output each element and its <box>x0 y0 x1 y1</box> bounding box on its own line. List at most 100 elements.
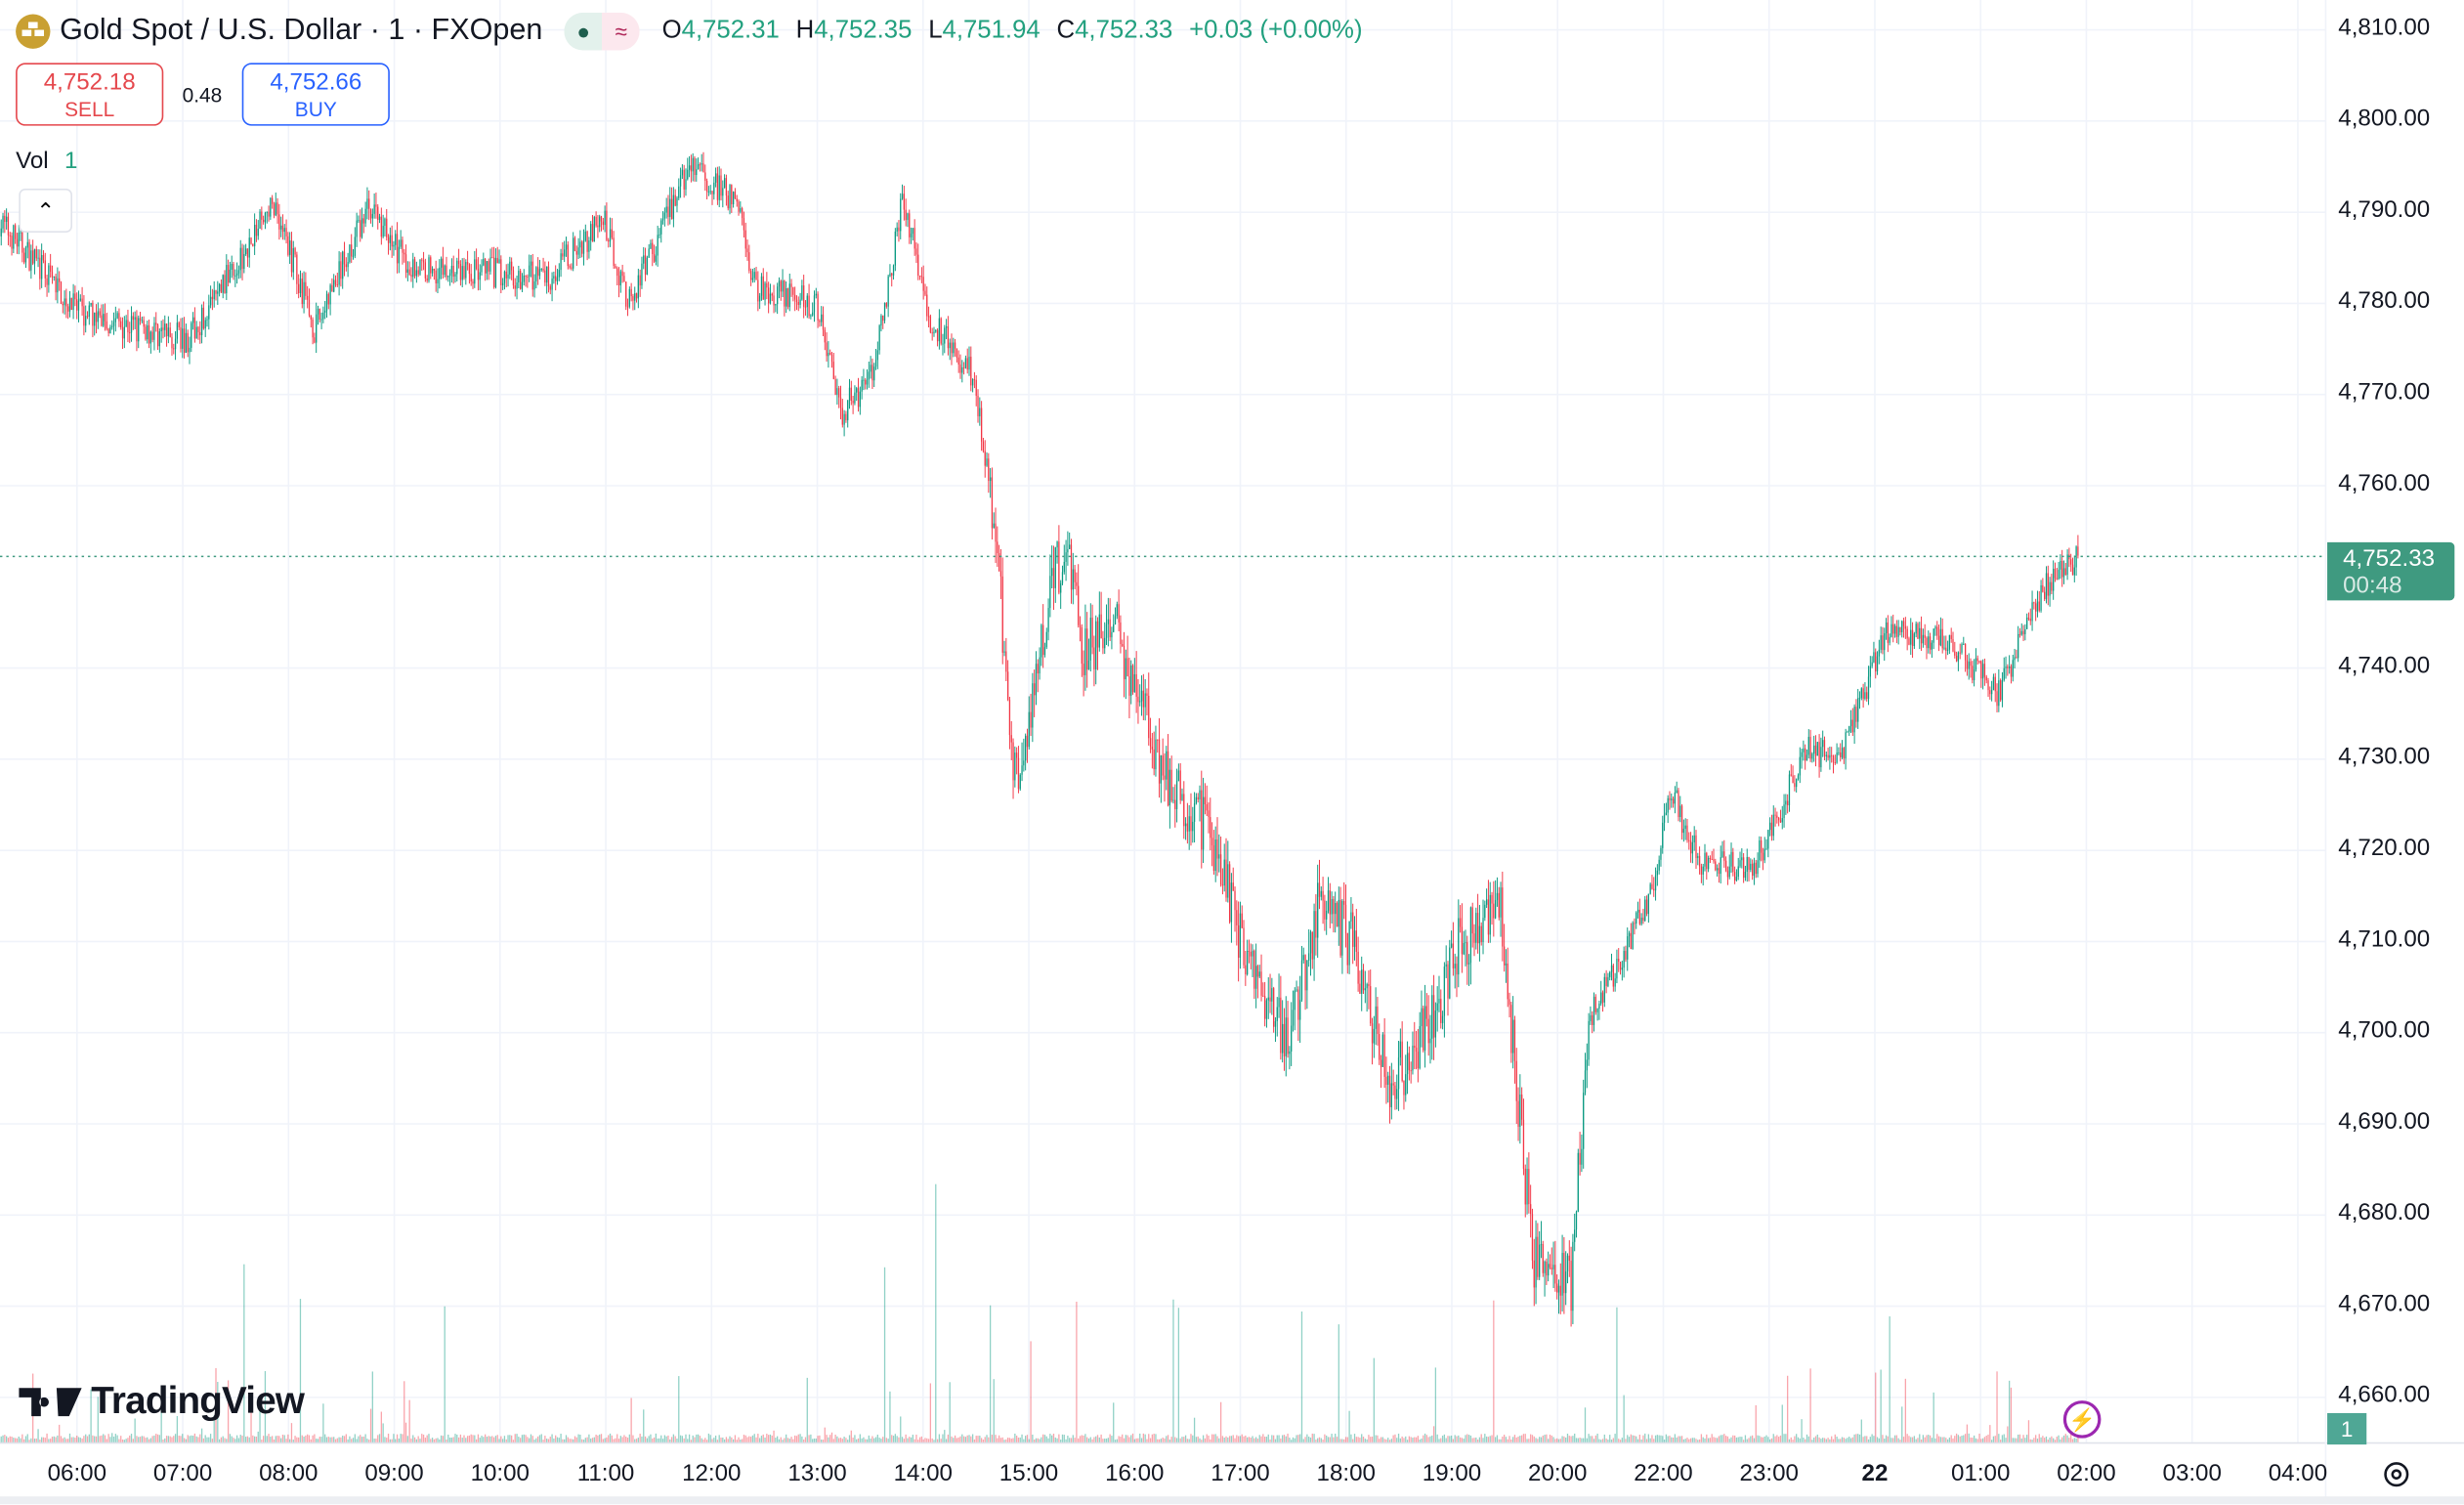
volume-bar <box>949 1382 951 1443</box>
volume-bar <box>1473 1438 1475 1443</box>
lightning-icon[interactable]: ⚡ <box>2062 1400 2102 1439</box>
candle-body <box>1765 848 1767 850</box>
sell-button[interactable]: 4,752.18 SELL <box>16 63 164 126</box>
volume-bar <box>280 1438 282 1443</box>
candle <box>1025 733 1027 771</box>
candle-body <box>1104 637 1106 649</box>
volume-bar <box>1829 1439 1831 1443</box>
candle-body <box>738 201 740 212</box>
candle-body <box>1285 1017 1287 1056</box>
candle <box>804 300 807 316</box>
candle <box>351 234 353 263</box>
symbol-title[interactable]: Gold Spot / U.S. Dollar · 1 · FXOpen <box>60 14 543 48</box>
candle <box>514 278 516 297</box>
candle <box>758 292 761 310</box>
candle-body <box>1385 1076 1387 1086</box>
volume-bar <box>1570 1436 1572 1443</box>
volume-bar <box>410 1439 412 1443</box>
candle <box>1757 852 1759 878</box>
volume-bar <box>804 1437 807 1443</box>
volume-bar <box>368 1440 370 1443</box>
volume-bar <box>213 1415 215 1443</box>
candle-body <box>788 283 790 308</box>
candle <box>2008 655 2011 674</box>
candle <box>924 283 926 297</box>
candle-body <box>852 401 854 404</box>
candle <box>641 256 643 289</box>
candle <box>1149 717 1152 753</box>
candle-body <box>1366 983 1368 989</box>
volume-bar <box>1197 1436 1199 1443</box>
volume-bar <box>824 1427 826 1443</box>
candle <box>873 363 875 388</box>
volume-bar <box>1709 1438 1712 1443</box>
candle-body <box>954 342 956 349</box>
candle-body <box>1199 790 1201 800</box>
buy-button[interactable]: 4,752.66 BUY <box>241 63 390 126</box>
candle-body <box>1593 996 1595 1025</box>
volume-bar <box>472 1435 474 1443</box>
candle <box>1172 787 1174 804</box>
candle-body <box>590 224 592 241</box>
candle-body <box>1297 989 1299 1020</box>
candle-body <box>2012 660 2014 677</box>
candle-body <box>1476 913 1479 944</box>
status-pill[interactable]: ● ≈ <box>564 12 641 51</box>
candle <box>197 325 199 340</box>
volume-bar <box>507 1435 509 1443</box>
candle <box>1030 693 1032 737</box>
candle <box>1383 1017 1385 1089</box>
volume-bar <box>15 1438 17 1443</box>
candle <box>1840 743 1842 762</box>
volume-bar <box>1183 1437 1185 1443</box>
candle <box>713 176 715 200</box>
collapse-legend-button[interactable]: ⌃ <box>19 189 72 234</box>
candle-body <box>1079 624 1082 628</box>
candle-body <box>544 270 546 283</box>
volume-bar <box>874 1437 877 1443</box>
candle-body <box>1744 872 1747 879</box>
candle-body <box>200 307 203 335</box>
candle-body <box>280 225 282 230</box>
settings-icon[interactable] <box>2381 1459 2412 1490</box>
candle <box>319 308 320 322</box>
candle <box>402 236 404 265</box>
candle-body <box>639 275 641 286</box>
candle <box>1901 620 1903 638</box>
candle <box>1175 768 1178 823</box>
candle-body <box>483 258 485 266</box>
candle-body <box>386 218 388 237</box>
volume-bar <box>375 1439 377 1443</box>
candle-body <box>643 255 645 264</box>
candle <box>1052 545 1055 611</box>
candle <box>652 238 654 267</box>
candle-body <box>1302 955 1304 961</box>
tradingview-logo[interactable]: TradingView <box>19 1380 305 1424</box>
candle-body <box>1463 942 1465 955</box>
volume-bar <box>1264 1437 1266 1443</box>
candle <box>1566 1253 1569 1284</box>
candle-body <box>1502 887 1504 947</box>
candle <box>915 242 917 264</box>
volume-bar <box>1140 1438 1143 1443</box>
candle-body <box>1095 621 1097 669</box>
time-tick: 22:00 <box>1634 1460 1693 1487</box>
volume-bar <box>322 1403 324 1443</box>
candle-body <box>1221 884 1224 886</box>
volume-bar <box>1968 1433 1970 1443</box>
candle-body <box>1899 626 1901 632</box>
candle <box>905 198 907 227</box>
candle <box>1682 819 1685 842</box>
candle <box>1910 618 1912 656</box>
candle-body <box>1459 918 1462 927</box>
candle-body <box>1142 690 1144 708</box>
candle <box>1546 1258 1548 1285</box>
candle <box>244 243 247 256</box>
candle-body <box>2010 666 2013 677</box>
candle <box>361 207 363 239</box>
candle-body <box>876 350 878 361</box>
volume-bar <box>1149 1438 1152 1443</box>
candle <box>1366 982 1368 1012</box>
candle-body <box>748 252 750 272</box>
